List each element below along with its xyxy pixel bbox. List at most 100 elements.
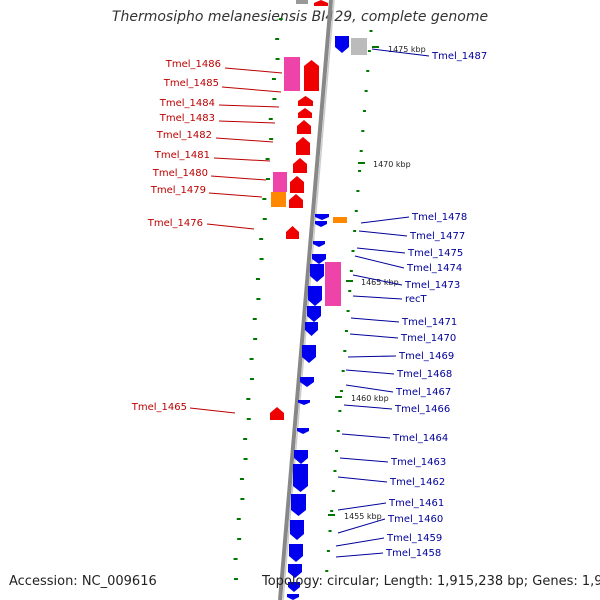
- gene-label-tmel_1463: Tmel_1463: [390, 457, 446, 468]
- scale-tick-right: [353, 230, 357, 232]
- scale-tick-right: [366, 70, 370, 72]
- scale-tick-right: [328, 530, 332, 532]
- scale-tick-left: [268, 118, 273, 120]
- gene-forward: [308, 286, 322, 306]
- gene-label-tmel_1487: Tmel_1487: [431, 51, 487, 62]
- gene-label-tmel_1469: Tmel_1469: [398, 351, 454, 362]
- kbp-tick: [328, 514, 335, 516]
- scale-tick-left: [262, 218, 267, 220]
- scale-tick-right: [354, 210, 358, 212]
- gene-pseudo: [325, 262, 341, 306]
- scale-tick-left: [249, 378, 254, 380]
- scale-tick-left: [255, 278, 260, 280]
- scale-tick-left: [259, 238, 264, 240]
- scale-tick-right: [331, 490, 335, 492]
- gene-forward: [298, 400, 310, 405]
- gene-forward: [307, 306, 321, 322]
- gene-label-connector: [343, 404, 393, 410]
- gene-label-connector: [210, 175, 267, 181]
- gene-label-connector: [371, 48, 430, 57]
- kbp-tick: [346, 280, 353, 282]
- scale-tick-right: [364, 90, 368, 92]
- gene-label-connector: [213, 157, 271, 162]
- scale-tick-left: [239, 478, 244, 480]
- gene-reverse: [298, 96, 313, 106]
- kbp-tick: [358, 162, 365, 164]
- scale-tick-left: [252, 318, 257, 320]
- accession-text: Accession: NC_009616: [9, 574, 157, 589]
- gene-forward: [293, 464, 308, 492]
- gene-label-connector: [356, 247, 406, 254]
- gene-label-connector: [218, 104, 280, 108]
- gene-label-connector: [337, 502, 387, 511]
- gene-label-tmel_1466: Tmel_1466: [394, 404, 450, 415]
- scale-tick-left: [237, 538, 242, 540]
- gene-label-tmel_1470: Tmel_1470: [400, 333, 456, 344]
- scale-tick-left: [236, 518, 241, 520]
- genome-backbone: [278, 0, 333, 600]
- gene-label-connector: [224, 67, 283, 74]
- scale-tick-left: [253, 338, 258, 340]
- kbp-tick: [335, 396, 342, 398]
- gene-label-connector: [339, 457, 389, 463]
- scale-tick-right: [358, 170, 362, 172]
- gene-label-tmel_1483: Tmel_1483: [159, 113, 215, 124]
- gene-forward: [288, 582, 300, 592]
- gene-label-connector: [335, 537, 385, 547]
- kbp-label: 1455 kbp: [344, 512, 382, 521]
- gene-label-connector: [218, 120, 276, 124]
- gene-grey: [351, 38, 367, 55]
- scale-tick-right: [335, 450, 339, 452]
- scale-tick-right: [367, 50, 371, 52]
- gene-label-connector: [352, 295, 403, 300]
- gene-forward: [313, 241, 325, 247]
- scale-tick-left: [278, 18, 283, 20]
- scale-tick-left: [275, 58, 280, 60]
- gene-reverse: [297, 120, 311, 134]
- scale-tick-left: [272, 98, 277, 100]
- gene-forward: [291, 494, 306, 516]
- scale-tick-right: [361, 130, 365, 132]
- gene-label-tmel_1475: Tmel_1475: [407, 248, 463, 259]
- gene-reverse: [296, 137, 310, 155]
- gene-label-tmel_1484: Tmel_1484: [159, 98, 215, 109]
- gene-label-tmel_1462: Tmel_1462: [389, 477, 445, 488]
- scale-tick-right: [330, 510, 334, 512]
- gene-label-connector: [352, 274, 403, 286]
- scale-tick-right: [346, 310, 350, 312]
- gene-label-tmel_1467: Tmel_1467: [395, 387, 451, 398]
- scale-tick-right: [326, 550, 330, 552]
- gene-reverse: [314, 0, 328, 6]
- gene-forward: [315, 214, 329, 220]
- scale-tick-right: [362, 110, 366, 112]
- gene-label-connector: [221, 86, 282, 93]
- gene-rna: [271, 192, 286, 207]
- gene-label-tmel_1473: Tmel_1473: [404, 280, 460, 291]
- scale-tick-right: [344, 330, 348, 332]
- scale-tick-right: [343, 350, 347, 352]
- scale-tick-left: [275, 38, 280, 40]
- scale-tick-left: [243, 438, 248, 440]
- gene-reverse: [298, 108, 312, 118]
- gene-label-tmel_1479: Tmel_1479: [150, 185, 206, 196]
- gene-label-tmel_1458: Tmel_1458: [385, 548, 441, 559]
- gene-grey: [296, 0, 308, 4]
- gene-reverse: [286, 226, 299, 239]
- gene-forward: [288, 564, 302, 578]
- gene-forward: [302, 345, 316, 363]
- gene-label-connector: [215, 137, 274, 143]
- scale-tick-left: [233, 558, 238, 560]
- gene-pseudo: [284, 57, 300, 91]
- topology-text: Topology: circular; Length: 1,915,238 bp…: [262, 574, 600, 589]
- scale-tick-left: [246, 398, 251, 400]
- kbp-label: 1465 kbp: [361, 278, 399, 287]
- gene-label-connector: [337, 518, 386, 534]
- gene-forward: [335, 36, 349, 53]
- gene-reverse: [290, 176, 304, 193]
- gene-label-tmel_1464: Tmel_1464: [392, 433, 448, 444]
- scale-tick-right: [340, 390, 344, 392]
- gene-label-tmel_1465: Tmel_1465: [131, 402, 187, 413]
- map-title: Thermosipho melanesiensis BI429, complet…: [111, 9, 489, 25]
- scale-tick-right: [333, 470, 337, 472]
